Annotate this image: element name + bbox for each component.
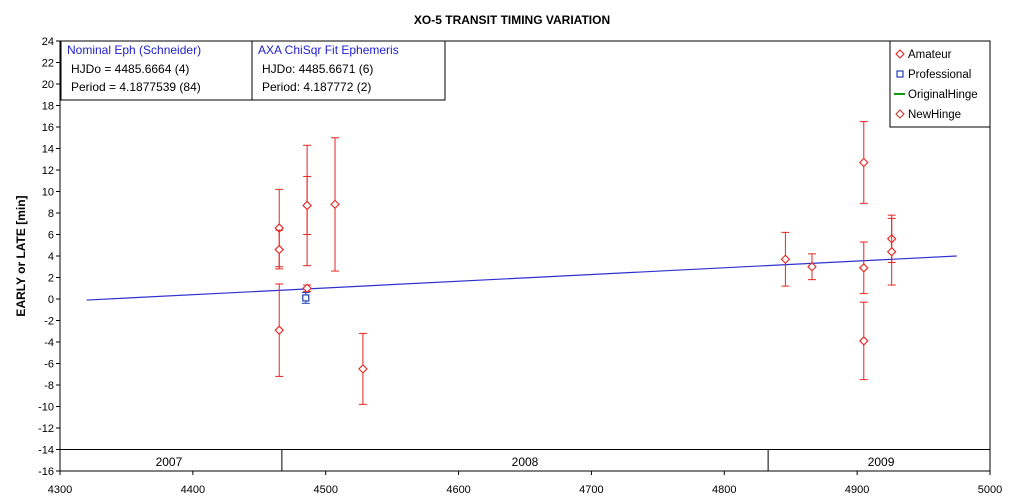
y-tick-label: -6	[44, 359, 54, 371]
y-tick-label: 24	[42, 36, 54, 48]
legend-marker-diamond	[895, 109, 905, 119]
y-tick-label: 10	[42, 187, 54, 199]
legend-marker-diamond	[895, 49, 905, 59]
x-tick-label: 4400	[181, 484, 205, 496]
info-box-title: Nominal Eph (Schneider)	[67, 43, 201, 57]
y-tick-label: -10	[38, 402, 54, 414]
legend-label: NewHinge	[908, 109, 961, 121]
y-tick-label: 0	[48, 294, 54, 306]
x-tick-label: 4300	[48, 484, 72, 496]
legend: Amateur Professional OriginalHinge NewHinge	[889, 40, 991, 128]
professional-point	[302, 294, 310, 302]
y-tick-label: -16	[38, 466, 54, 478]
amateur-point	[274, 325, 284, 335]
year-label: 2009	[868, 455, 895, 469]
y-tick-label: 14	[42, 144, 54, 156]
y-tick-label: 18	[42, 101, 54, 113]
amateur-point	[859, 263, 869, 273]
info-boxes: Nominal Eph (Schneider) HJDo = 4485.6664 …	[60, 40, 446, 101]
y-tick-label: 8	[48, 208, 54, 220]
y-tick-label: -8	[44, 380, 54, 392]
x-tick-label: 5000	[978, 484, 1002, 496]
amateur-point	[358, 364, 368, 374]
info-box-hjdo: HJDo = 4485.6664 (4)	[71, 62, 189, 76]
legend-label: OriginalHinge	[908, 89, 978, 101]
x-tick-label: 4800	[712, 484, 736, 496]
legend-label: Amateur	[908, 49, 952, 61]
y-tick-label: 20	[42, 79, 54, 91]
x-tick-label: 4500	[313, 484, 337, 496]
y-tick-label: 2	[48, 273, 54, 285]
amateur-point	[886, 246, 897, 257]
x-tick-label: 4700	[579, 484, 603, 496]
legend-marker-square	[896, 70, 904, 78]
amateur-point	[807, 261, 817, 272]
year-markers: 2007 2008 2009	[60, 449, 990, 471]
y-axis-label: EARLY or LATE [min]	[14, 195, 28, 316]
info-box-title: AXA ChiSqr Fit Ephemeris	[258, 43, 399, 57]
year-label: 2008	[512, 455, 539, 469]
axis-layer: -16-14-12-10-8-6-4-202468101214161820222…	[38, 36, 1002, 496]
info-box-hjdo: HJDo: 4485.6671 (6)	[262, 62, 373, 76]
amateur-point	[330, 199, 340, 210]
info-box-period: Period = 4.1877539 (84)	[71, 80, 201, 94]
amateur-point	[302, 200, 312, 211]
y-tick-label: 12	[42, 165, 54, 177]
info-box	[251, 40, 446, 101]
y-tick-label: -2	[44, 316, 54, 328]
info-box-period: Period: 4.187772 (2)	[262, 80, 371, 94]
y-tick-label: 16	[42, 122, 54, 134]
y-tick-label: 6	[48, 230, 54, 242]
legend-box	[889, 40, 991, 128]
y-tick-label: 22	[42, 58, 54, 70]
y-tick-label: 4	[48, 251, 54, 263]
amateur-point	[274, 244, 284, 255]
amateur-point	[859, 336, 869, 346]
amateur-point	[859, 157, 869, 168]
legend-label: Professional	[908, 69, 971, 81]
info-box	[60, 40, 253, 101]
chart-title: XO-5 TRANSIT TIMING VARIATION	[414, 13, 610, 27]
y-tick-label: -12	[38, 423, 54, 435]
y-tick-label: -14	[38, 445, 54, 457]
x-tick-label: 4900	[845, 484, 869, 496]
amateur-point	[780, 254, 791, 265]
x-tick-label: 4600	[446, 484, 470, 496]
y-tick-label: -4	[44, 337, 54, 349]
plot-area	[59, 40, 991, 472]
year-label: 2007	[156, 455, 183, 469]
data-points-layer	[274, 121, 897, 405]
